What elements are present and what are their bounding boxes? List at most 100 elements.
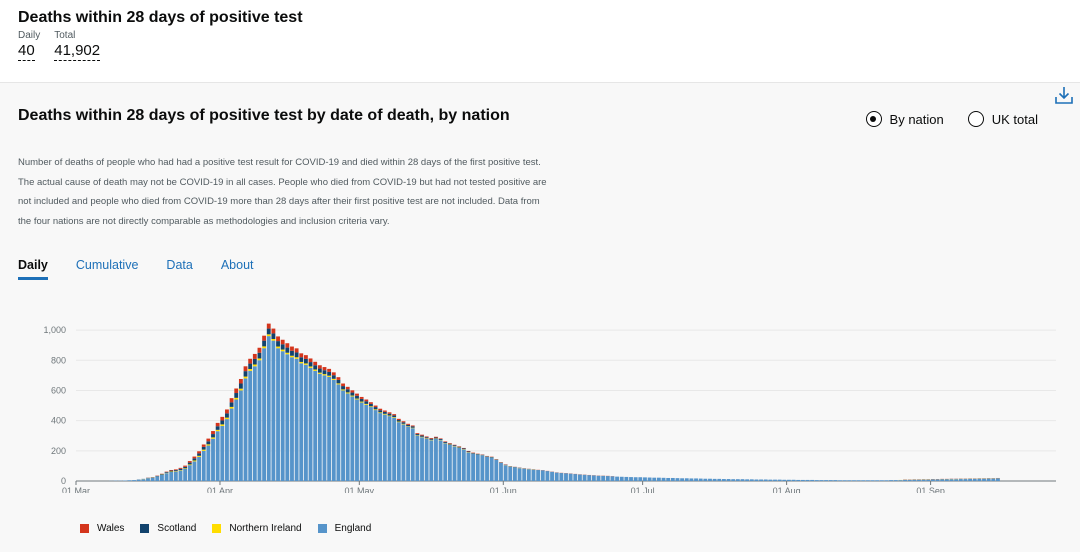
bar-england[interactable] bbox=[856, 480, 861, 481]
bar-scotland[interactable] bbox=[345, 389, 350, 393]
bar-england[interactable] bbox=[396, 422, 401, 481]
bar-england[interactable] bbox=[303, 364, 308, 481]
bar-england[interactable] bbox=[870, 480, 875, 481]
bar-wales[interactable] bbox=[313, 361, 318, 366]
bar-scotland[interactable] bbox=[248, 363, 253, 370]
bar-scotland[interactable] bbox=[308, 362, 313, 367]
bar-scotland[interactable] bbox=[350, 392, 355, 396]
bar-northern-ireland[interactable] bbox=[327, 375, 332, 377]
bar-england[interactable] bbox=[387, 416, 392, 481]
bar-scotland[interactable] bbox=[160, 474, 164, 475]
bar-wales[interactable] bbox=[294, 348, 299, 353]
bar-england[interactable] bbox=[225, 419, 229, 481]
bar-england[interactable] bbox=[889, 480, 894, 481]
bar-england[interactable] bbox=[763, 479, 768, 481]
bar-northern-ireland[interactable] bbox=[252, 364, 257, 367]
bar-england[interactable] bbox=[266, 336, 271, 481]
bar-england[interactable] bbox=[824, 480, 829, 481]
bar-england[interactable] bbox=[457, 447, 462, 481]
bar-scotland[interactable] bbox=[410, 426, 415, 428]
bar-england[interactable] bbox=[675, 478, 680, 481]
bar-england[interactable] bbox=[364, 404, 369, 481]
bar-england[interactable] bbox=[935, 479, 940, 481]
bar-england[interactable] bbox=[643, 477, 647, 481]
bar-wales[interactable] bbox=[290, 346, 294, 351]
bar-wales[interactable] bbox=[211, 431, 215, 435]
bar-wales[interactable] bbox=[345, 386, 350, 390]
bar-wales[interactable] bbox=[262, 335, 267, 341]
bar-england[interactable] bbox=[447, 444, 452, 481]
bar-northern-ireland[interactable] bbox=[317, 372, 322, 374]
bar-england[interactable] bbox=[178, 470, 183, 481]
radio-by-nation-indicator[interactable] bbox=[865, 111, 882, 127]
bar-northern-ireland[interactable] bbox=[262, 346, 267, 349]
bar-scotland[interactable] bbox=[373, 407, 378, 410]
bar-scotland[interactable] bbox=[201, 446, 206, 450]
bar-wales[interactable] bbox=[206, 438, 211, 442]
bar-wales[interactable] bbox=[187, 461, 192, 463]
bar-wales[interactable] bbox=[229, 398, 234, 403]
bar-england[interactable] bbox=[903, 479, 907, 481]
bar-england[interactable] bbox=[238, 390, 243, 481]
bar-wales[interactable] bbox=[252, 353, 257, 359]
bar-northern-ireland[interactable] bbox=[266, 334, 271, 337]
bar-england[interactable] bbox=[847, 480, 852, 481]
bar-england[interactable] bbox=[508, 466, 513, 481]
bar-england[interactable] bbox=[986, 478, 991, 481]
bar-northern-ireland[interactable] bbox=[285, 352, 290, 355]
bar-northern-ireland[interactable] bbox=[271, 338, 276, 341]
bar-england[interactable] bbox=[369, 407, 373, 481]
bar-england[interactable] bbox=[949, 479, 954, 481]
bar-scotland[interactable] bbox=[234, 393, 239, 398]
bar-wales[interactable] bbox=[369, 402, 373, 404]
bar-scotland[interactable] bbox=[434, 437, 438, 439]
bar-wales[interactable] bbox=[234, 388, 239, 394]
bar-wales[interactable] bbox=[434, 436, 438, 438]
bar-england[interactable] bbox=[160, 474, 164, 481]
total-value[interactable]: 41,902 bbox=[54, 42, 101, 61]
bar-wales[interactable] bbox=[225, 409, 229, 414]
bar-wales[interactable] bbox=[355, 393, 359, 396]
bar-northern-ireland[interactable] bbox=[294, 357, 299, 359]
bar-england[interactable] bbox=[294, 358, 299, 481]
bar-england[interactable] bbox=[930, 479, 935, 481]
bar-england[interactable] bbox=[921, 479, 926, 481]
bar-england[interactable] bbox=[350, 396, 355, 481]
bar-scotland[interactable] bbox=[317, 368, 322, 373]
bar-scotland[interactable] bbox=[336, 379, 341, 384]
bar-england[interactable] bbox=[991, 478, 996, 481]
bar-england[interactable] bbox=[150, 477, 155, 481]
bar-england[interactable] bbox=[183, 468, 188, 481]
bar-england[interactable] bbox=[420, 437, 424, 481]
bar-england[interactable] bbox=[308, 367, 313, 481]
bar-northern-ireland[interactable] bbox=[215, 429, 220, 432]
bar-england[interactable] bbox=[550, 471, 554, 481]
bar-england[interactable] bbox=[968, 478, 972, 481]
bar-wales[interactable] bbox=[378, 408, 383, 411]
bar-wales[interactable] bbox=[257, 347, 262, 353]
bar-england[interactable] bbox=[164, 473, 169, 481]
bar-england[interactable] bbox=[782, 479, 787, 481]
bar-northern-ireland[interactable] bbox=[392, 417, 397, 418]
bar-scotland[interactable] bbox=[364, 401, 369, 404]
bar-england[interactable] bbox=[285, 354, 290, 481]
bar-england[interactable] bbox=[192, 461, 197, 481]
bar-england[interactable] bbox=[735, 479, 740, 481]
bar-wales[interactable] bbox=[331, 372, 336, 376]
bar-england[interactable] bbox=[838, 480, 842, 481]
bar-england[interactable] bbox=[229, 408, 234, 481]
bar-scotland[interactable] bbox=[169, 470, 174, 472]
tab-data[interactable]: Data bbox=[166, 258, 193, 272]
bar-scotland[interactable] bbox=[457, 446, 462, 448]
bar-wales[interactable] bbox=[317, 365, 322, 369]
daily-value[interactable]: 40 bbox=[18, 42, 35, 61]
bar-england[interactable] bbox=[861, 480, 866, 481]
bar-england[interactable] bbox=[865, 480, 870, 481]
bar-wales[interactable] bbox=[173, 469, 178, 471]
bar-england[interactable] bbox=[327, 376, 332, 481]
bar-england[interactable] bbox=[401, 424, 406, 481]
bar-scotland[interactable] bbox=[238, 383, 243, 389]
bar-england[interactable] bbox=[879, 480, 884, 481]
bar-england[interactable] bbox=[717, 478, 722, 481]
bar-england[interactable] bbox=[475, 454, 480, 481]
